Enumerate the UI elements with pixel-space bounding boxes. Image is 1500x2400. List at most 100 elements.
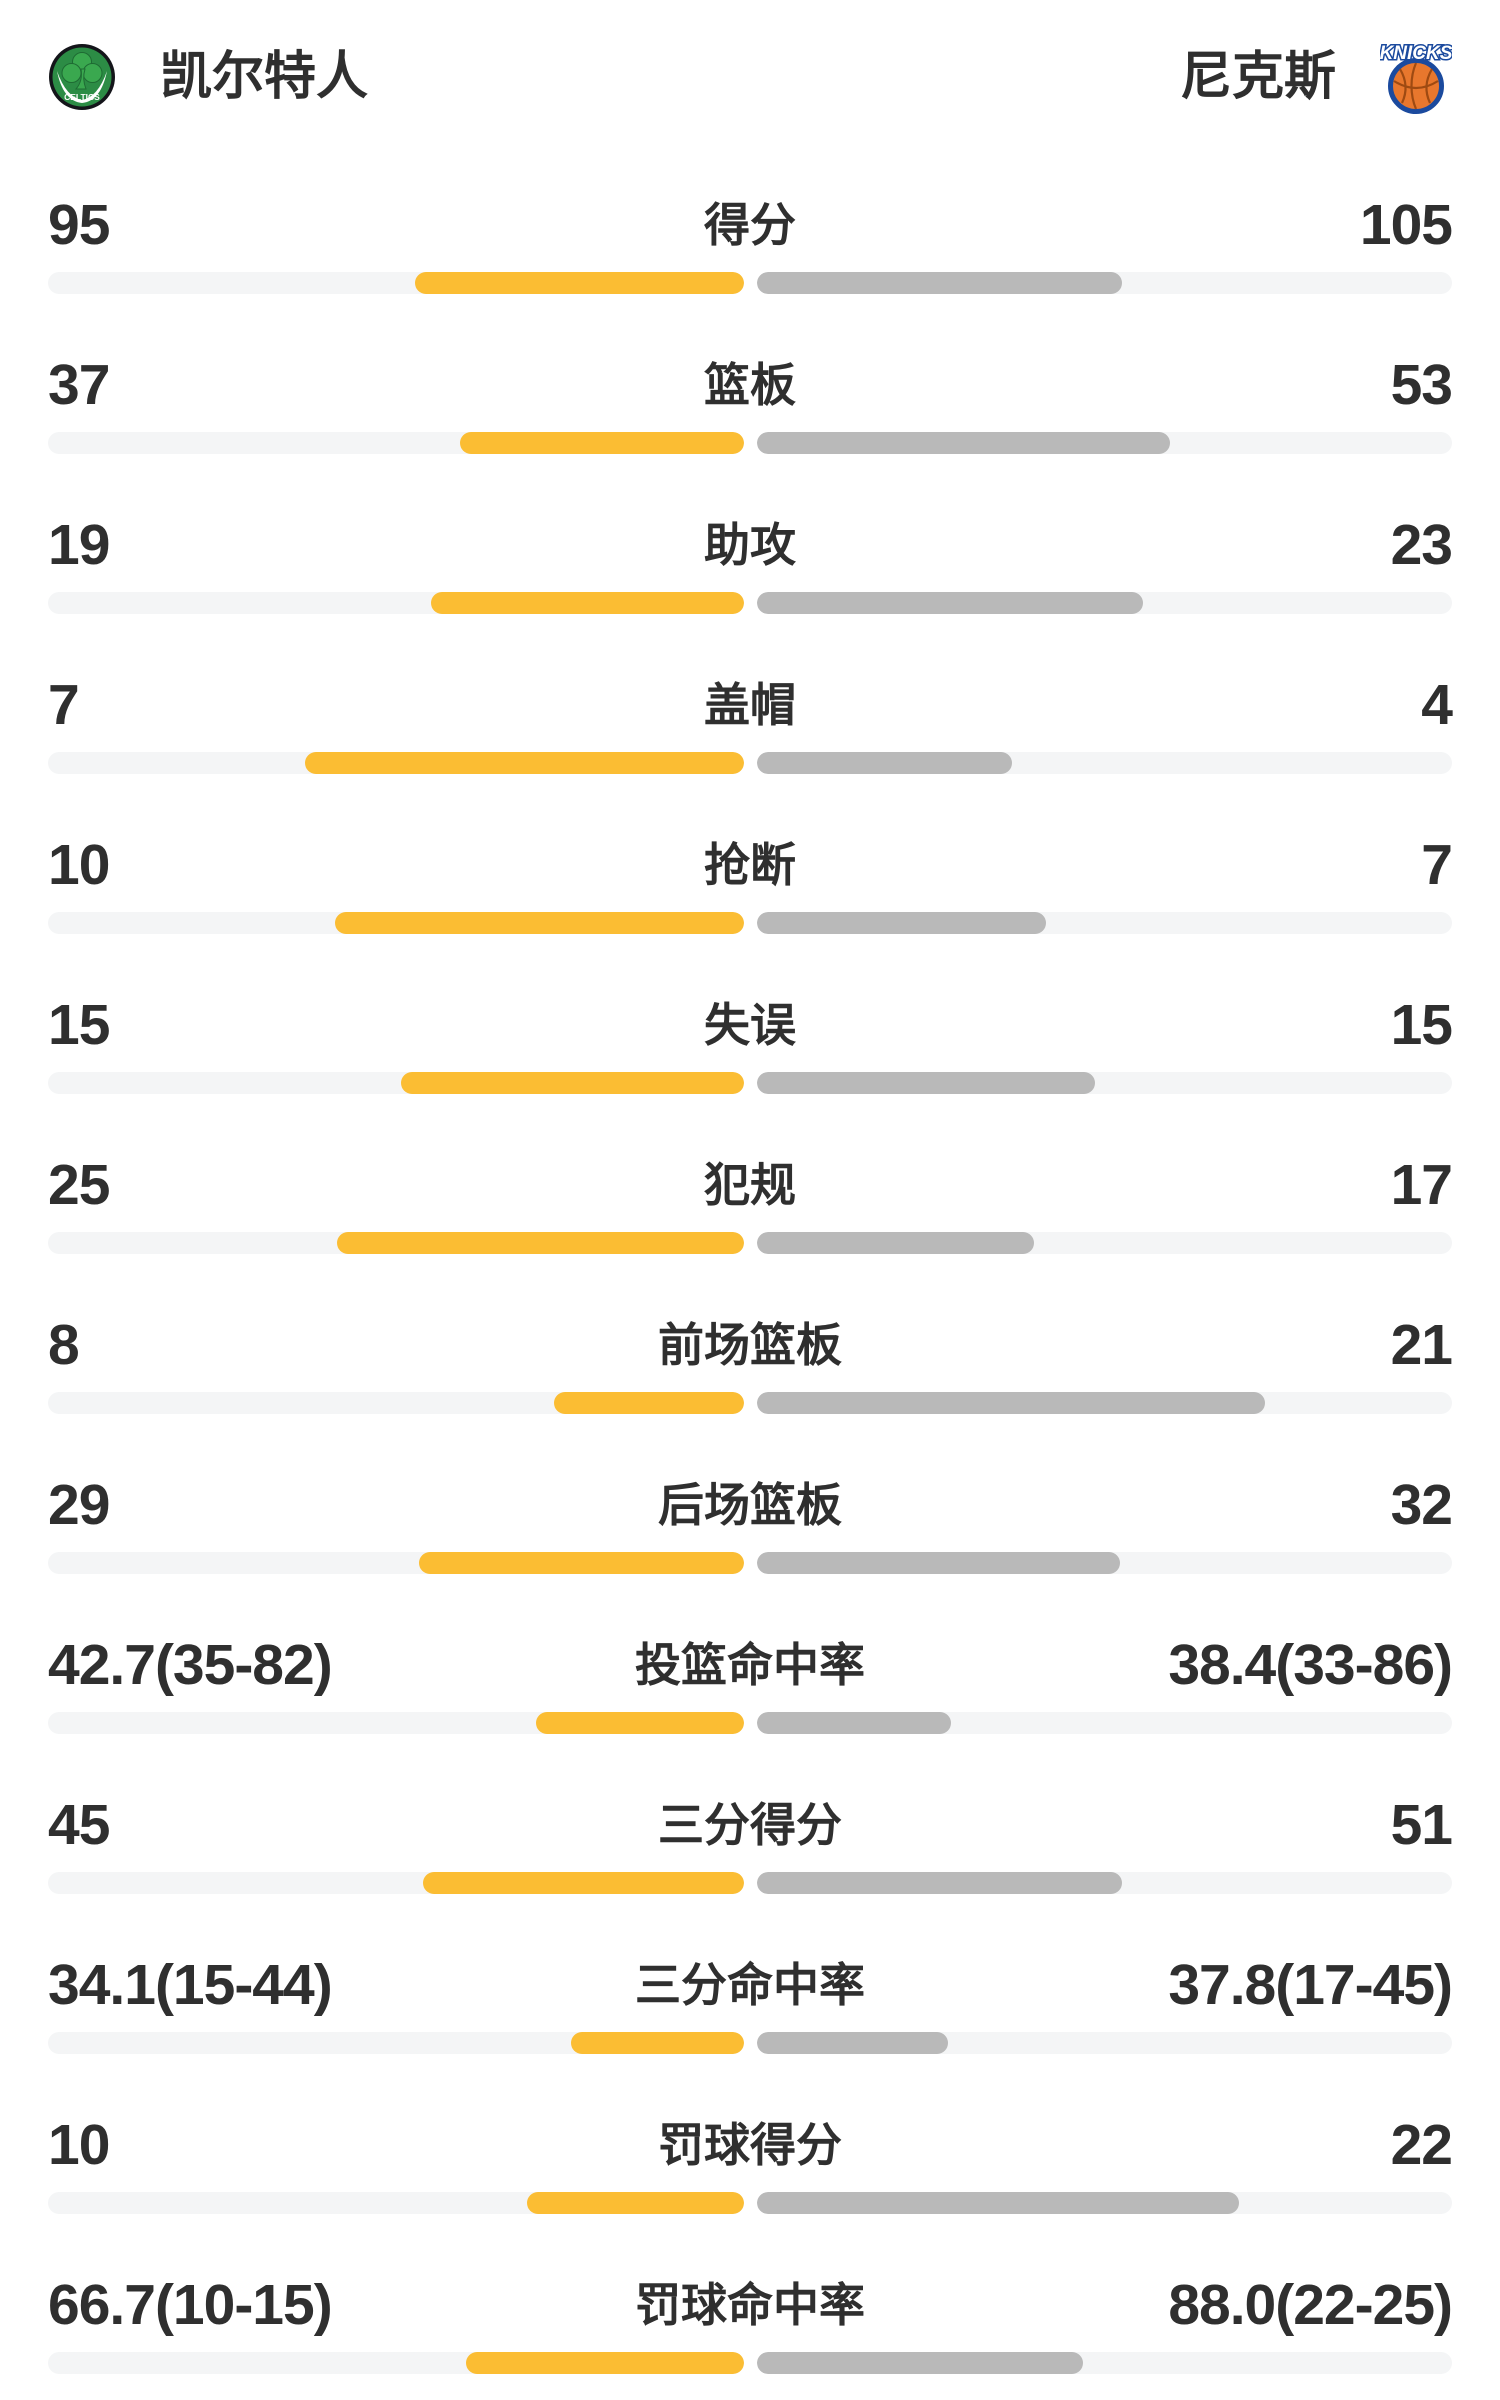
right-bar-track [756,1872,1452,1894]
right-fill [756,1392,1265,1414]
left-value: 15 [48,993,110,1057]
left-bar-track [48,272,744,294]
right-bar-track [756,432,1452,454]
stat-textline: 42.7(35-82) 投篮命中率 38.4(33-86) [48,1633,1453,1697]
stat-textline: 8 前场篮板 21 [48,1313,1453,1377]
left-fill [304,752,744,774]
left-bar-track [48,912,744,934]
right-fill [756,2352,1084,2374]
stat-row: 95 得分 105 [48,160,1453,320]
left-bar-track [48,2032,744,2054]
stat-row: 7 盖帽 4 [48,640,1453,800]
stat-row: 37 篮板 53 [48,320,1453,480]
stat-textline: 66.7(10-15) 罚球命中率 88.0(22-25) [48,2273,1453,2337]
stats-list: 95 得分 105 37 篮板 53 [48,160,1453,2400]
right-value: 22 [1390,2113,1453,2177]
left-value: 7 [48,673,80,737]
stat-bars [48,1232,1452,1254]
right-value: 15 [1390,993,1453,1057]
left-fill [334,912,744,934]
left-fill [466,2352,744,2374]
left-fill [571,2032,744,2054]
left-fill [553,1392,744,1414]
right-fill [756,2192,1240,2214]
left-value: 29 [48,1473,110,1537]
right-value: 17 [1390,1153,1453,1217]
stat-bars [48,2192,1452,2214]
left-fill [400,1072,744,1094]
right-bar-track [756,272,1452,294]
left-fill [415,272,744,294]
stat-textline: 37 篮板 53 [48,356,1453,414]
stat-label: 三分命中率 [635,1959,865,2011]
left-fill [526,2192,744,2214]
right-fill [756,1712,952,1734]
stat-label: 后场篮板 [658,1479,842,1531]
right-fill [756,1072,1096,1094]
stat-row: 42.7(35-82) 投篮命中率 38.4(33-86) [48,1600,1453,1760]
stat-label: 失误 [704,999,796,1051]
left-bar-track [48,752,744,774]
stat-bars [48,272,1452,294]
right-value: 105 [1359,193,1453,257]
stat-label: 投篮命中率 [635,1639,865,1691]
stat-label: 前场篮板 [658,1319,842,1371]
stat-label: 抢断 [704,839,796,891]
stat-textline: 7 盖帽 4 [48,673,1453,737]
stat-row: 8 前场篮板 21 [48,1280,1453,1440]
stat-bars [48,2032,1452,2054]
right-fill [756,1552,1120,1574]
right-fill [756,752,1012,774]
stat-textline: 45 三分得分 51 [48,1793,1453,1857]
team-right: 尼克斯 KNICKS [1180,39,1452,115]
knicks-logo-icon: KNICKS [1380,42,1452,114]
stat-label: 三分得分 [658,1799,842,1851]
stat-row: 45 三分得分 51 [48,1760,1453,1920]
stat-textline: 29 后场篮板 32 [48,1473,1453,1537]
left-value: 34.1(15-44) [48,1953,333,2017]
left-bar-track [48,2352,744,2374]
left-value: 95 [48,193,110,257]
stat-label: 罚球命中率 [635,2279,865,2331]
stat-bars [48,1872,1452,1894]
stat-bars [48,752,1452,774]
left-value: 45 [48,1793,110,1857]
right-bar-track [756,1232,1452,1254]
stat-row: 19 助攻 23 [48,480,1453,640]
stat-textline: 15 失误 15 [48,993,1453,1057]
left-fill [536,1712,744,1734]
stat-bars [48,432,1452,454]
right-bar-track [756,2032,1452,2054]
stat-textline: 34.1(15-44) 三分命中率 37.8(17-45) [48,1953,1453,2017]
right-bar-track [756,2192,1452,2214]
team-right-name: 尼克斯 [1179,48,1336,106]
right-fill [756,2032,948,2054]
celtics-logo-wordmark: CELTICS [64,92,100,102]
stat-row: 10 罚球得分 22 [48,2080,1453,2240]
right-fill [756,432,1170,454]
left-bar-track [48,1712,744,1734]
stat-textline: 19 助攻 23 [48,513,1453,577]
right-bar-track [756,912,1452,934]
right-fill [756,592,1143,614]
left-value: 19 [48,513,110,577]
stat-bars [48,1712,1452,1734]
stat-bars [48,1552,1452,1574]
teams-header: CELTICS 凯尔特人 尼克斯 KNICKS [48,0,1452,114]
right-value: 7 [1421,833,1453,897]
left-value: 25 [48,1153,110,1217]
stat-bars [48,592,1452,614]
team-left: CELTICS 凯尔特人 [48,43,368,111]
left-value: 42.7(35-82) [48,1633,333,1697]
left-value: 10 [48,833,110,897]
stat-row: 34.1(15-44) 三分命中率 37.8(17-45) [48,1920,1453,2080]
left-fill [422,1872,744,1894]
left-value: 8 [48,1313,80,1377]
left-bar-track [48,1872,744,1894]
stat-bars [48,1072,1452,1094]
stat-label: 盖帽 [704,679,796,731]
right-bar-track [756,752,1452,774]
left-value: 66.7(10-15) [48,2273,333,2337]
stat-row: 15 失误 15 [48,960,1453,1120]
stat-label: 篮板 [704,359,796,411]
